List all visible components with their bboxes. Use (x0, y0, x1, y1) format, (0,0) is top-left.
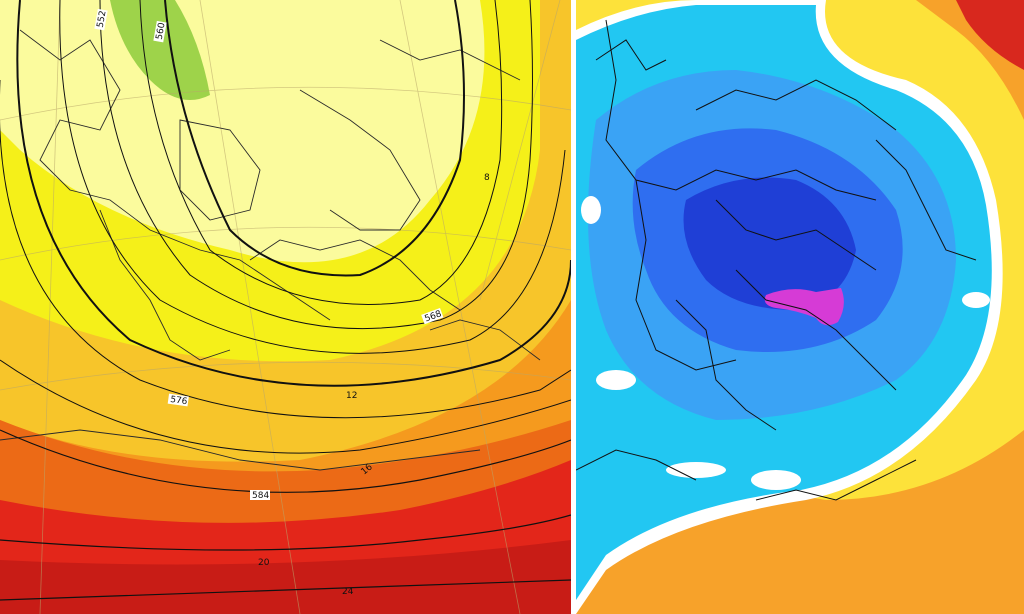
pale-yellow-region (0, 0, 485, 263)
temp-label-12: 12 (346, 391, 357, 401)
svg-text:560: 560 (155, 22, 168, 41)
green-cold-core (110, 0, 210, 100)
red-top-right (956, 0, 1024, 70)
svg-text:20: 20 (258, 558, 270, 568)
panel-divider (571, 0, 576, 614)
temp-label-8: 8 (484, 173, 490, 183)
magenta-extreme-cold (764, 288, 844, 326)
svg-text:584: 584 (252, 491, 269, 501)
graticule-lines (0, 0, 571, 614)
contour-labels: 560 568 576 584 552 8 12 (94, 8, 490, 597)
right-weather-map (576, 0, 1024, 614)
coastlines-borders (0, 29, 541, 471)
svg-text:24: 24 (342, 587, 354, 597)
contour-label-552: 552 (94, 8, 109, 31)
geopotential-contours (0, 0, 571, 601)
svg-text:12: 12 (346, 391, 357, 401)
left-map-svg: 560 568 576 584 552 8 12 (0, 0, 571, 614)
country-borders (576, 19, 977, 501)
svg-text:552: 552 (96, 10, 109, 29)
svg-text:8: 8 (484, 173, 490, 183)
temp-label-20: 20 (258, 558, 270, 568)
svg-text:576: 576 (170, 395, 189, 407)
left-weather-map: 560 568 576 584 552 8 12 (0, 0, 571, 614)
contour-label-584: 584 (250, 490, 270, 501)
right-map-svg (576, 0, 1024, 614)
temp-label-24: 24 (342, 587, 354, 597)
contour-label-576: 576 (167, 393, 189, 407)
contour-label-560: 560 (153, 20, 168, 43)
white-patches (581, 196, 990, 490)
